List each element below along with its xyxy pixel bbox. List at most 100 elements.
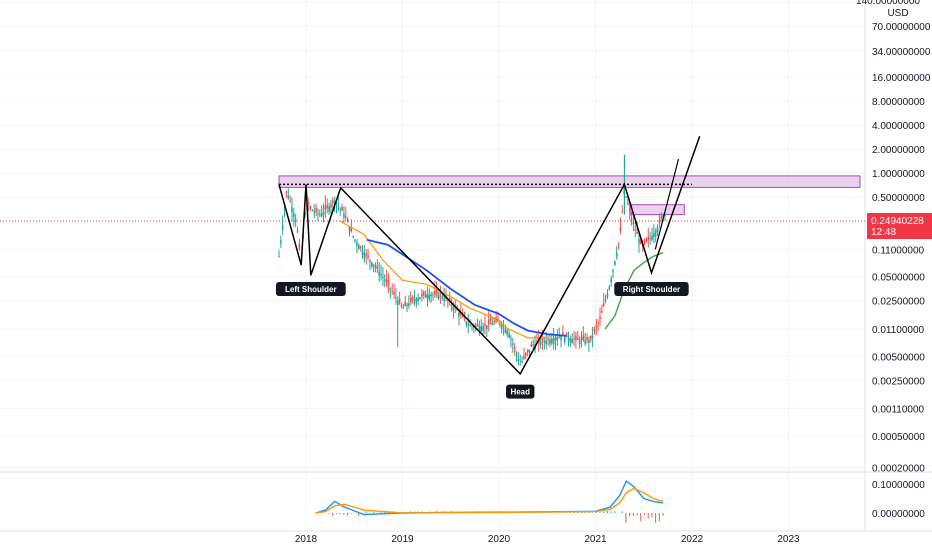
candle-body	[411, 297, 414, 301]
candle-body	[530, 344, 533, 347]
candle-body	[463, 315, 466, 320]
candle-body	[545, 340, 548, 344]
candle-body	[400, 304, 403, 307]
candle-body	[558, 336, 561, 338]
candle-body	[322, 211, 325, 215]
candle-body	[636, 231, 638, 235]
candle-body	[495, 317, 497, 322]
candle-body	[319, 214, 321, 216]
candle-body	[539, 342, 542, 346]
candle-body	[513, 347, 516, 349]
price-tick-label: 0.00050000	[872, 432, 925, 443]
candle-body	[593, 328, 596, 332]
pattern-drawing	[278, 135, 701, 376]
candle-body	[456, 309, 458, 311]
price-tick-label: 0.05000000	[872, 273, 925, 284]
candle-body	[591, 335, 594, 338]
candle-body	[341, 207, 343, 211]
candle-body	[352, 236, 355, 238]
candle-body	[298, 244, 301, 249]
price-tick-label: 16.00000000	[872, 73, 931, 84]
candle-body	[604, 299, 607, 301]
annotation-bubble	[614, 281, 689, 296]
candle-body	[311, 210, 314, 212]
time-tick-label: 2020	[488, 534, 511, 545]
candle-body	[467, 323, 470, 326]
candle-body	[550, 338, 553, 344]
candle-body	[389, 288, 392, 290]
price-tick-label: 0.00500000	[872, 352, 925, 363]
candle-body	[350, 228, 353, 232]
candle-body	[307, 202, 310, 204]
candle-body	[281, 224, 284, 230]
candle-body	[415, 298, 418, 304]
candle-body	[515, 353, 518, 355]
candle-body	[610, 278, 612, 283]
candle-body	[365, 253, 368, 256]
candle-body	[630, 218, 633, 221]
price-tick-label: 1.00000000	[872, 169, 925, 180]
candle-body	[617, 243, 620, 245]
candle-body	[452, 306, 455, 311]
candle-body	[576, 338, 579, 341]
candle-body	[619, 227, 622, 231]
candle-body	[474, 325, 477, 327]
candle-body	[565, 332, 568, 338]
candle-body	[487, 319, 490, 325]
candle-body	[634, 229, 637, 231]
candle-body	[395, 297, 397, 299]
candle-body	[532, 344, 535, 346]
candle-body	[372, 264, 375, 267]
candle-body	[638, 238, 640, 244]
annotations: Left Shoulder Head Right Shoulder	[275, 281, 689, 399]
candle-body	[645, 238, 648, 242]
candle-body	[460, 312, 462, 315]
candle-body	[344, 215, 347, 218]
candle-body	[391, 290, 393, 292]
candle-body	[656, 227, 659, 233]
candle-body	[562, 332, 564, 337]
annotation-label: Head	[510, 388, 530, 397]
candle-body	[441, 295, 444, 298]
time-tick-label: 2018	[295, 534, 318, 545]
candle-body	[331, 200, 334, 203]
candle-body	[573, 338, 575, 340]
candle-body	[506, 330, 509, 335]
candle-body	[491, 323, 494, 326]
price-tick-label: 4.00000000	[872, 121, 925, 132]
candle-body	[326, 205, 329, 209]
candle-body	[422, 291, 425, 296]
price-tick-label: 70.00000000	[872, 22, 931, 33]
candle-body	[367, 255, 369, 258]
candle-body	[330, 204, 332, 208]
candle-body	[588, 340, 590, 343]
candle-body	[614, 261, 616, 265]
candle-body	[519, 363, 522, 365]
candle-body	[439, 292, 442, 295]
candle-body	[660, 216, 663, 219]
price-tick-label: 0.00020000	[872, 464, 925, 475]
candle-body	[437, 294, 440, 299]
candle-body	[595, 325, 598, 328]
price-tick-label: 0.11000000	[872, 245, 925, 256]
candle-body	[382, 276, 384, 278]
candle-body	[602, 303, 605, 307]
candle-body	[563, 336, 566, 343]
candle-body	[296, 230, 299, 232]
currency-label: USD	[887, 8, 908, 19]
candle-body	[508, 333, 510, 338]
candle-body	[615, 252, 618, 257]
candle-body	[293, 213, 295, 218]
candle-body	[489, 323, 492, 325]
annotation-bubble	[275, 281, 346, 296]
candle-body	[582, 335, 585, 341]
candle-body	[486, 325, 488, 329]
candle-body	[547, 338, 549, 340]
candle-body	[632, 221, 635, 225]
candle-body	[393, 291, 395, 295]
candle-body	[317, 213, 319, 215]
candles-layer	[278, 154, 666, 366]
candle-body	[473, 325, 475, 329]
candle-body	[406, 304, 408, 306]
